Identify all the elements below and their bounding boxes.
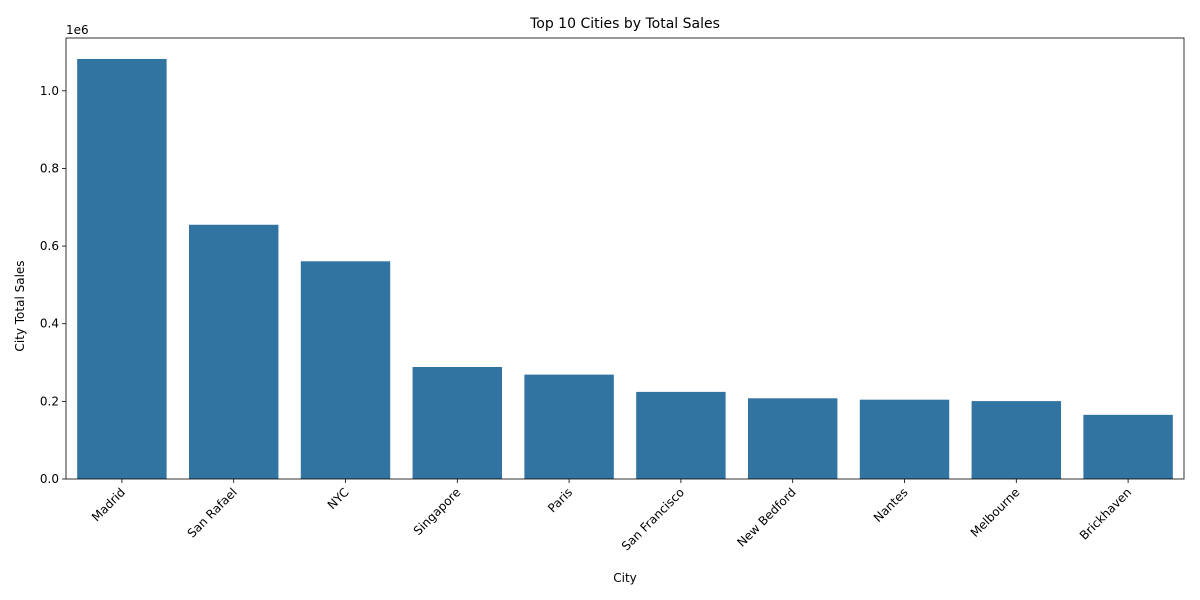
bar-new-bedford	[747, 398, 838, 479]
x-tick-label: Nantes	[871, 485, 911, 525]
y-ticks-group: 0.0 0.2 0.4 0.6 0.8 1.0	[40, 84, 66, 486]
bar-nyc	[300, 261, 391, 479]
bar-madrid	[77, 58, 167, 480]
x-tick-label: Melbourne	[968, 485, 1023, 540]
bars-group	[77, 58, 1173, 480]
x-tick-label: Paris	[545, 485, 575, 515]
bar-singapore	[412, 367, 503, 479]
x-tick-label: NYC	[325, 485, 352, 512]
bar-melbourne	[971, 401, 1062, 479]
bar-paris	[524, 374, 614, 479]
x-tick-label: Madrid	[89, 485, 128, 524]
bar-san-francisco	[636, 391, 726, 479]
y-axis-label: City Total Sales	[13, 260, 27, 351]
y-axis-scale-label: 1e6	[66, 23, 89, 37]
y-tick-label: 1.0	[40, 84, 59, 98]
y-tick-label: 0.6	[40, 239, 59, 253]
bar-brickhaven	[1083, 414, 1173, 479]
x-axis-label: City	[613, 571, 637, 585]
bar-nantes	[859, 399, 950, 479]
x-tick-label: Brickhaven	[1077, 485, 1134, 542]
x-tick-label: San Rafael	[185, 485, 240, 540]
x-tick-label: New Bedford	[734, 485, 798, 549]
chart-title: Top 10 Cities by Total Sales	[529, 16, 720, 32]
x-tick-label: Singapore	[411, 485, 464, 538]
plot-frame	[65, 37, 1185, 480]
bar-san-rafael	[188, 224, 279, 479]
y-tick-label: 0.4	[40, 317, 59, 331]
y-tick-label: 0.2	[40, 394, 59, 408]
y-tick-label: 0.8	[40, 161, 59, 175]
y-tick-label: 0.0	[40, 472, 59, 486]
x-tick-label: San Francisco	[619, 485, 687, 553]
x-ticks-group: Madrid San Rafael NYC Singapore Paris San Fra…	[89, 479, 1134, 553]
